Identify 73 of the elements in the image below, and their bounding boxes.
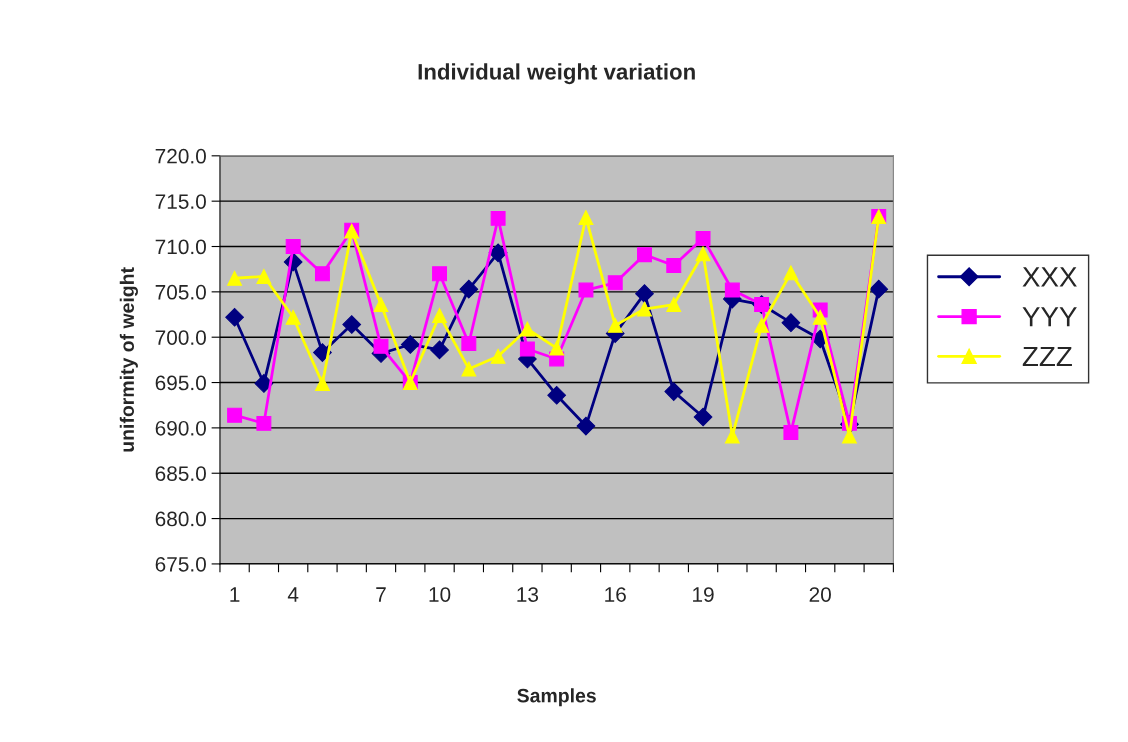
x-tick-label: 13 [517, 587, 539, 602]
point [227, 407, 243, 423]
point [637, 247, 652, 263]
x-tick-label: 20 [809, 587, 831, 602]
point [490, 348, 506, 364]
y-tick-label: 715.0 [155, 194, 206, 209]
point [693, 407, 713, 427]
point [637, 301, 652, 317]
x-tick-label: 4 [287, 587, 299, 602]
point [783, 424, 799, 440]
point [666, 297, 682, 313]
point [607, 317, 623, 333]
point [635, 284, 654, 304]
y-tick-label: 680.0 [155, 511, 206, 527]
point [664, 382, 684, 401]
point [724, 282, 740, 298]
legend-label: YYY [1022, 307, 1077, 327]
chart-title: Individual weight variation [418, 63, 695, 85]
x-tick-label: 10 [429, 587, 451, 602]
point [519, 341, 535, 357]
point [256, 268, 272, 284]
y-axis-title: uniformity of weight [119, 267, 138, 452]
point [373, 297, 389, 313]
point [490, 210, 506, 226]
legend-label: XXX [1022, 267, 1077, 287]
x-tick-label: 16 [605, 587, 626, 602]
point [342, 315, 362, 334]
point [432, 307, 448, 323]
point [781, 313, 801, 333]
point [724, 428, 740, 444]
point [576, 416, 596, 436]
point [373, 338, 389, 354]
point [695, 246, 711, 262]
point [432, 266, 448, 282]
y-tick-label: 710.0 [155, 239, 206, 255]
point [227, 270, 243, 286]
y-tick-label: 720.0 [155, 148, 206, 164]
x-axis-title: Samples [517, 688, 596, 707]
point [519, 321, 535, 337]
point [549, 340, 565, 356]
point [314, 266, 330, 282]
point [578, 282, 594, 298]
point [254, 374, 274, 393]
x-tick-label: 19 [693, 587, 714, 602]
point [225, 307, 244, 327]
point [695, 230, 711, 246]
point [400, 335, 420, 354]
point [285, 309, 301, 325]
point [459, 279, 479, 299]
y-tick-label: 685.0 [155, 466, 206, 481]
point [430, 340, 449, 360]
y-tick-label: 700.0 [155, 330, 206, 345]
point [461, 336, 477, 352]
legend-label: ZZZ [1022, 346, 1072, 367]
x-tick-label: 7 [376, 587, 386, 602]
point [314, 375, 330, 391]
point [547, 385, 567, 405]
point [869, 279, 889, 299]
y-tick-label: 675.0 [155, 556, 206, 572]
y-tick-label: 695.0 [155, 375, 206, 391]
y-tick-label: 705.0 [155, 284, 206, 300]
x-tick-label: 1 [230, 587, 240, 602]
point [578, 210, 594, 225]
point [841, 428, 857, 444]
point [812, 309, 828, 325]
point [754, 317, 770, 333]
point [783, 265, 799, 281]
point [607, 275, 623, 291]
point [256, 415, 272, 431]
y-tick-label: 690.0 [155, 420, 206, 436]
point [461, 361, 477, 377]
point [666, 258, 682, 274]
point [285, 239, 301, 254]
